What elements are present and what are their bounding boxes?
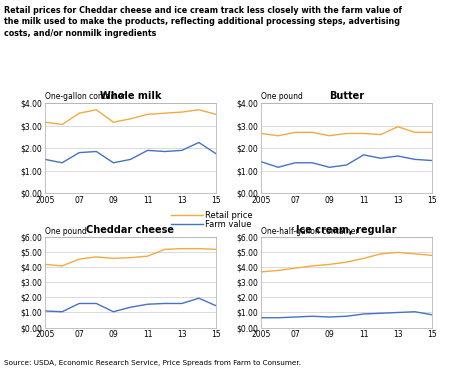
Text: One pound: One pound [45, 227, 87, 236]
Text: Retail prices for Cheddar cheese and ice cream track less closely with the farm : Retail prices for Cheddar cheese and ice… [4, 6, 402, 38]
Text: One-gallon container: One-gallon container [45, 92, 126, 101]
Title: Butter: Butter [329, 91, 364, 101]
Title: Cheddar cheese: Cheddar cheese [86, 225, 175, 235]
Text: Farm value: Farm value [205, 220, 251, 229]
Title: Ice cream, regular: Ice cream, regular [296, 225, 397, 235]
Text: One pound: One pound [261, 92, 303, 101]
Title: Whole milk: Whole milk [100, 91, 161, 101]
Text: Retail price: Retail price [205, 211, 252, 220]
Text: One-half-gallon container: One-half-gallon container [261, 227, 359, 236]
Text: Source: USDA, Economic Research Service, Price Spreads from Farm to Consumer.: Source: USDA, Economic Research Service,… [4, 360, 302, 366]
